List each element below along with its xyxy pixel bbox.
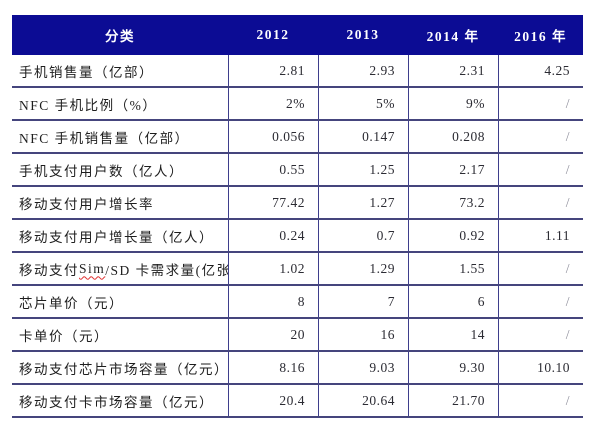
cell-value: 20.64 [318, 385, 408, 416]
table-body: 手机销售量（亿部） 2.81 2.93 2.31 4.25 NFC 手机比例（%） 2% 5%… [12, 55, 583, 418]
table-header-row: 分类 2012 2013 2014 年 2016 年 [12, 15, 583, 55]
table-row: NFC 手机销售量（亿部） 0.056 0.147 0.208/ [12, 121, 583, 154]
cell-value: 8 [228, 286, 318, 317]
table-row: 手机支付用户数（亿人） 0.55 1.25 2.17/ [12, 154, 583, 187]
row-label: 卡单价（元） [19, 328, 109, 344]
cell-value: 1.27 [318, 187, 408, 218]
header-2014: 2014 年 [426, 29, 480, 44]
cell-value: 2.31 [408, 55, 498, 86]
cell-value: 9% [408, 88, 498, 119]
cell-value: 1.02 [228, 253, 318, 284]
cell-value: 4.25 [498, 55, 583, 86]
cell-value: 0.92 [408, 220, 498, 251]
table-row: 手机销售量（亿部） 2.81 2.93 2.31 4.25 [12, 55, 583, 88]
cell-value: 0.7 [318, 220, 408, 251]
row-label: 手机支付用户数（亿人） [19, 163, 184, 179]
cell-value: 14 [408, 319, 498, 350]
row-label: 手机销售量（亿部） [19, 64, 154, 80]
header-2016: 2016 年 [514, 29, 567, 44]
cell-value: 5% [318, 88, 408, 119]
cell-value: 73.2 [408, 187, 498, 218]
cell-value-empty: / [498, 187, 583, 218]
cell-value: 0.147 [318, 121, 408, 152]
cell-value: 0.55 [228, 154, 318, 185]
row-label: NFC 手机销售量（亿部） [19, 130, 190, 146]
data-table: 分类 2012 2013 2014 年 2016 年 手机销售量（亿部） 2.81… [12, 15, 583, 418]
spellcheck-wavy-underline: Sim [79, 260, 106, 276]
cell-value-empty: / [498, 385, 583, 416]
row-label: 移动支付芯片市场容量（亿元） [19, 361, 228, 377]
cell-value: 1.11 [498, 220, 583, 251]
table-row: 移动支付用户增长率 77.42 1.27 73.2/ [12, 187, 583, 220]
cell-value: 1.55 [408, 253, 498, 284]
cell-value: 2% [228, 88, 318, 119]
cell-value: 21.70 [408, 385, 498, 416]
cell-value: 0.056 [228, 121, 318, 152]
cell-value: 1.29 [318, 253, 408, 284]
cell-value-empty: / [498, 253, 583, 284]
cell-value: 20 [228, 319, 318, 350]
table-row: 移动支付卡市场容量（亿元） 20.4 20.64 21.70/ [12, 385, 583, 418]
cell-value: 8.16 [228, 352, 318, 383]
cell-value: 10.10 [498, 352, 583, 383]
header-category: 分类 [105, 29, 135, 44]
cell-value: 2.17 [408, 154, 498, 185]
row-label: 移动支付 Sim/SD 卡需求量(亿张) [19, 260, 228, 278]
row-label: 移动支付用户增长率 [19, 196, 154, 212]
cell-value: 0.208 [408, 121, 498, 152]
cell-value: 1.25 [318, 154, 408, 185]
header-2012: 2012 [256, 27, 290, 42]
cell-value: 2.93 [318, 55, 408, 86]
cell-value-empty: / [498, 121, 583, 152]
cell-value: 16 [318, 319, 408, 350]
cell-value: 9.30 [408, 352, 498, 383]
cell-value-empty: / [498, 154, 583, 185]
row-label: 芯片单价（元） [19, 295, 124, 311]
table-row: NFC 手机比例（%） 2% 5% 9% / [12, 88, 583, 121]
table-row: 移动支付芯片市场容量（亿元） 8.16 9.03 9.30 10.10 [12, 352, 583, 385]
table-row: 移动支付用户增长量（亿人） 0.24 0.7 0.92 1.11 [12, 220, 583, 253]
row-label: NFC 手机比例（%） [19, 97, 158, 113]
cell-value-empty: / [498, 319, 583, 350]
row-label: 移动支付用户增长量（亿人） [19, 229, 214, 245]
header-2013: 2013 [346, 27, 380, 42]
cell-value: 0.24 [228, 220, 318, 251]
cell-value: 9.03 [318, 352, 408, 383]
cell-value: 7 [318, 286, 408, 317]
cell-value-empty: / [498, 286, 583, 317]
cell-value: 77.42 [228, 187, 318, 218]
table-row: 移动支付 Sim/SD 卡需求量(亿张) 1.02 1.29 1.55/ [12, 253, 583, 286]
row-label: 移动支付卡市场容量（亿元） [19, 394, 214, 410]
cell-value-empty: / [498, 88, 583, 119]
cell-value: 20.4 [228, 385, 318, 416]
cell-value: 2.81 [228, 55, 318, 86]
cell-value: 6 [408, 286, 498, 317]
table-row: 卡单价（元） 20 16 14/ [12, 319, 583, 352]
table-row: 芯片单价（元） 8 7 6/ [12, 286, 583, 319]
